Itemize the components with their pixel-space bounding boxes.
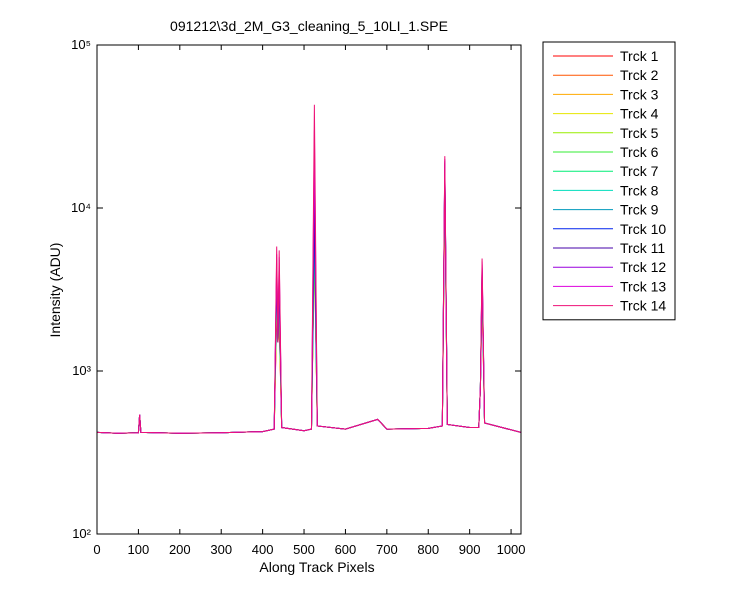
x-tick-label: 200 (169, 542, 191, 557)
y-tick-label: 10⁴ (71, 200, 91, 215)
legend-label: Trck 10 (620, 221, 666, 237)
legend-label: Trck 3 (620, 86, 659, 102)
legend-label: Trck 9 (620, 202, 659, 218)
x-tick-label: 0 (93, 542, 100, 557)
plot-area (97, 45, 521, 534)
legend-label: Trck 4 (620, 106, 659, 122)
x-tick-label: 700 (376, 542, 398, 557)
y-tick-label: 10³ (72, 363, 91, 378)
y-tick-label: 10⁵ (71, 37, 91, 52)
plot-frame (96, 44, 522, 535)
legend-label: Trck 7 (620, 163, 659, 179)
x-tick-label: 1000 (497, 542, 526, 557)
legend-box (542, 41, 676, 321)
legend-label: Trck 13 (620, 278, 666, 294)
x-tick-label: 600 (335, 542, 357, 557)
legend-label: Trck 1 (620, 48, 659, 64)
x-tick-label: 500 (293, 542, 315, 557)
y-axis-label: Intensity (ADU) (47, 243, 63, 338)
y-tick-label: 10² (72, 526, 91, 541)
x-tick-label: 400 (252, 542, 274, 557)
legend-label: Trck 12 (620, 259, 666, 275)
x-tick-label: 100 (128, 542, 150, 557)
x-tick-label: 900 (459, 542, 481, 557)
legend-label: Trck 11 (620, 240, 665, 256)
legend-label: Trck 14 (620, 298, 666, 314)
series-line (97, 104, 521, 434)
legend-label: Trck 5 (620, 125, 659, 141)
legend-label: Trck 8 (620, 182, 659, 198)
x-tick-label: 800 (417, 542, 439, 557)
legend-label: Trck 2 (620, 67, 659, 83)
chart-title: 091212\3d_2M_G3_cleaning_5_10LI_1.SPE (170, 18, 448, 34)
x-axis-label: Along Track Pixels (259, 559, 374, 575)
legend-label: Trck 6 (620, 144, 659, 160)
x-tick-label: 300 (210, 542, 232, 557)
